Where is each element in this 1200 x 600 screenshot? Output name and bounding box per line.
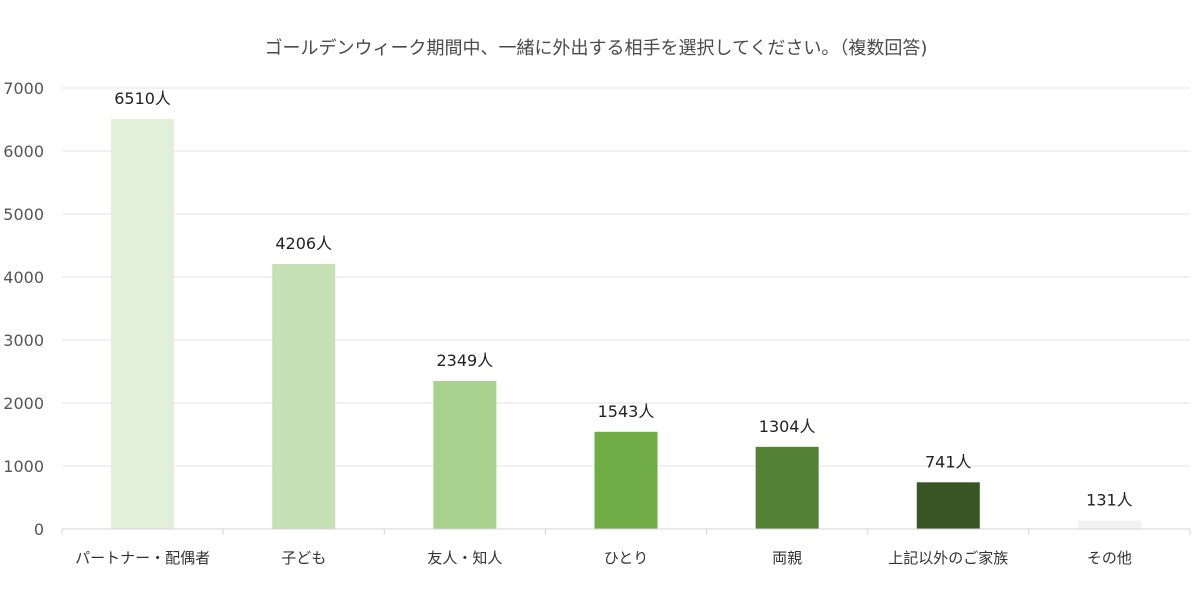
data-label: 1304人 [759, 417, 816, 436]
bar [111, 118, 175, 530]
x-tick-label: 上記以外のご家族 [888, 549, 1008, 567]
x-tick-label: 両親 [772, 549, 802, 567]
y-tick-label: 6000 [3, 142, 44, 161]
x-tick-label: 子ども [281, 549, 326, 567]
bar [594, 431, 658, 529]
bar [1077, 520, 1141, 529]
x-tick-label: その他 [1087, 549, 1132, 567]
data-label: 6510人 [114, 89, 171, 108]
bar [755, 446, 819, 529]
y-tick-label: 2000 [3, 394, 44, 413]
y-tick-label: 5000 [3, 205, 44, 224]
gridlines [62, 87, 1190, 467]
y-tick-label: 1000 [3, 457, 44, 476]
chart-title: ゴールデンウィーク期間中、一緒に外出する相手を選択してください。（複数回答) [265, 38, 928, 59]
bars [111, 118, 1141, 530]
y-tick-label: 3000 [3, 331, 44, 350]
y-axis-ticks: 0 1000 2000 3000 4000 5000 6000 7000 [3, 79, 44, 539]
bar [433, 381, 497, 529]
y-tick-label: 0 [34, 520, 44, 539]
data-labels: 6510人 4206人 2349人 1543人 1304人 741人 131人 [114, 89, 1132, 510]
x-axis-ticks: パートナー・配偶者 子ども 友人・知人 ひとり 両親 上記以外のご家族 その他 [75, 549, 1132, 567]
data-label: 2349人 [436, 351, 493, 370]
x-axis [61, 528, 1191, 535]
y-tick-label: 4000 [3, 268, 44, 287]
bar [916, 482, 980, 529]
data-label: 1543人 [598, 402, 655, 421]
data-label: 131人 [1086, 491, 1133, 510]
y-tick-label: 7000 [3, 79, 44, 98]
data-label: 741人 [925, 452, 972, 471]
x-tick-label: ひとり [604, 549, 649, 567]
bar [272, 264, 336, 529]
x-tick-label: パートナー・配偶者 [75, 549, 210, 567]
x-tick-label: 友人・知人 [427, 549, 502, 567]
data-label: 4206人 [275, 234, 332, 253]
